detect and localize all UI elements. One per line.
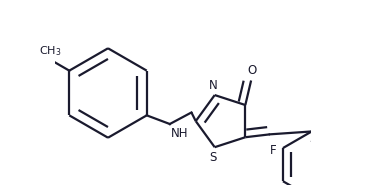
Text: O: O: [247, 64, 256, 77]
Text: S: S: [210, 151, 217, 164]
Text: NH: NH: [171, 127, 188, 140]
Text: F: F: [270, 144, 277, 157]
Text: N: N: [209, 79, 218, 92]
Text: CH$_3$: CH$_3$: [39, 44, 62, 57]
